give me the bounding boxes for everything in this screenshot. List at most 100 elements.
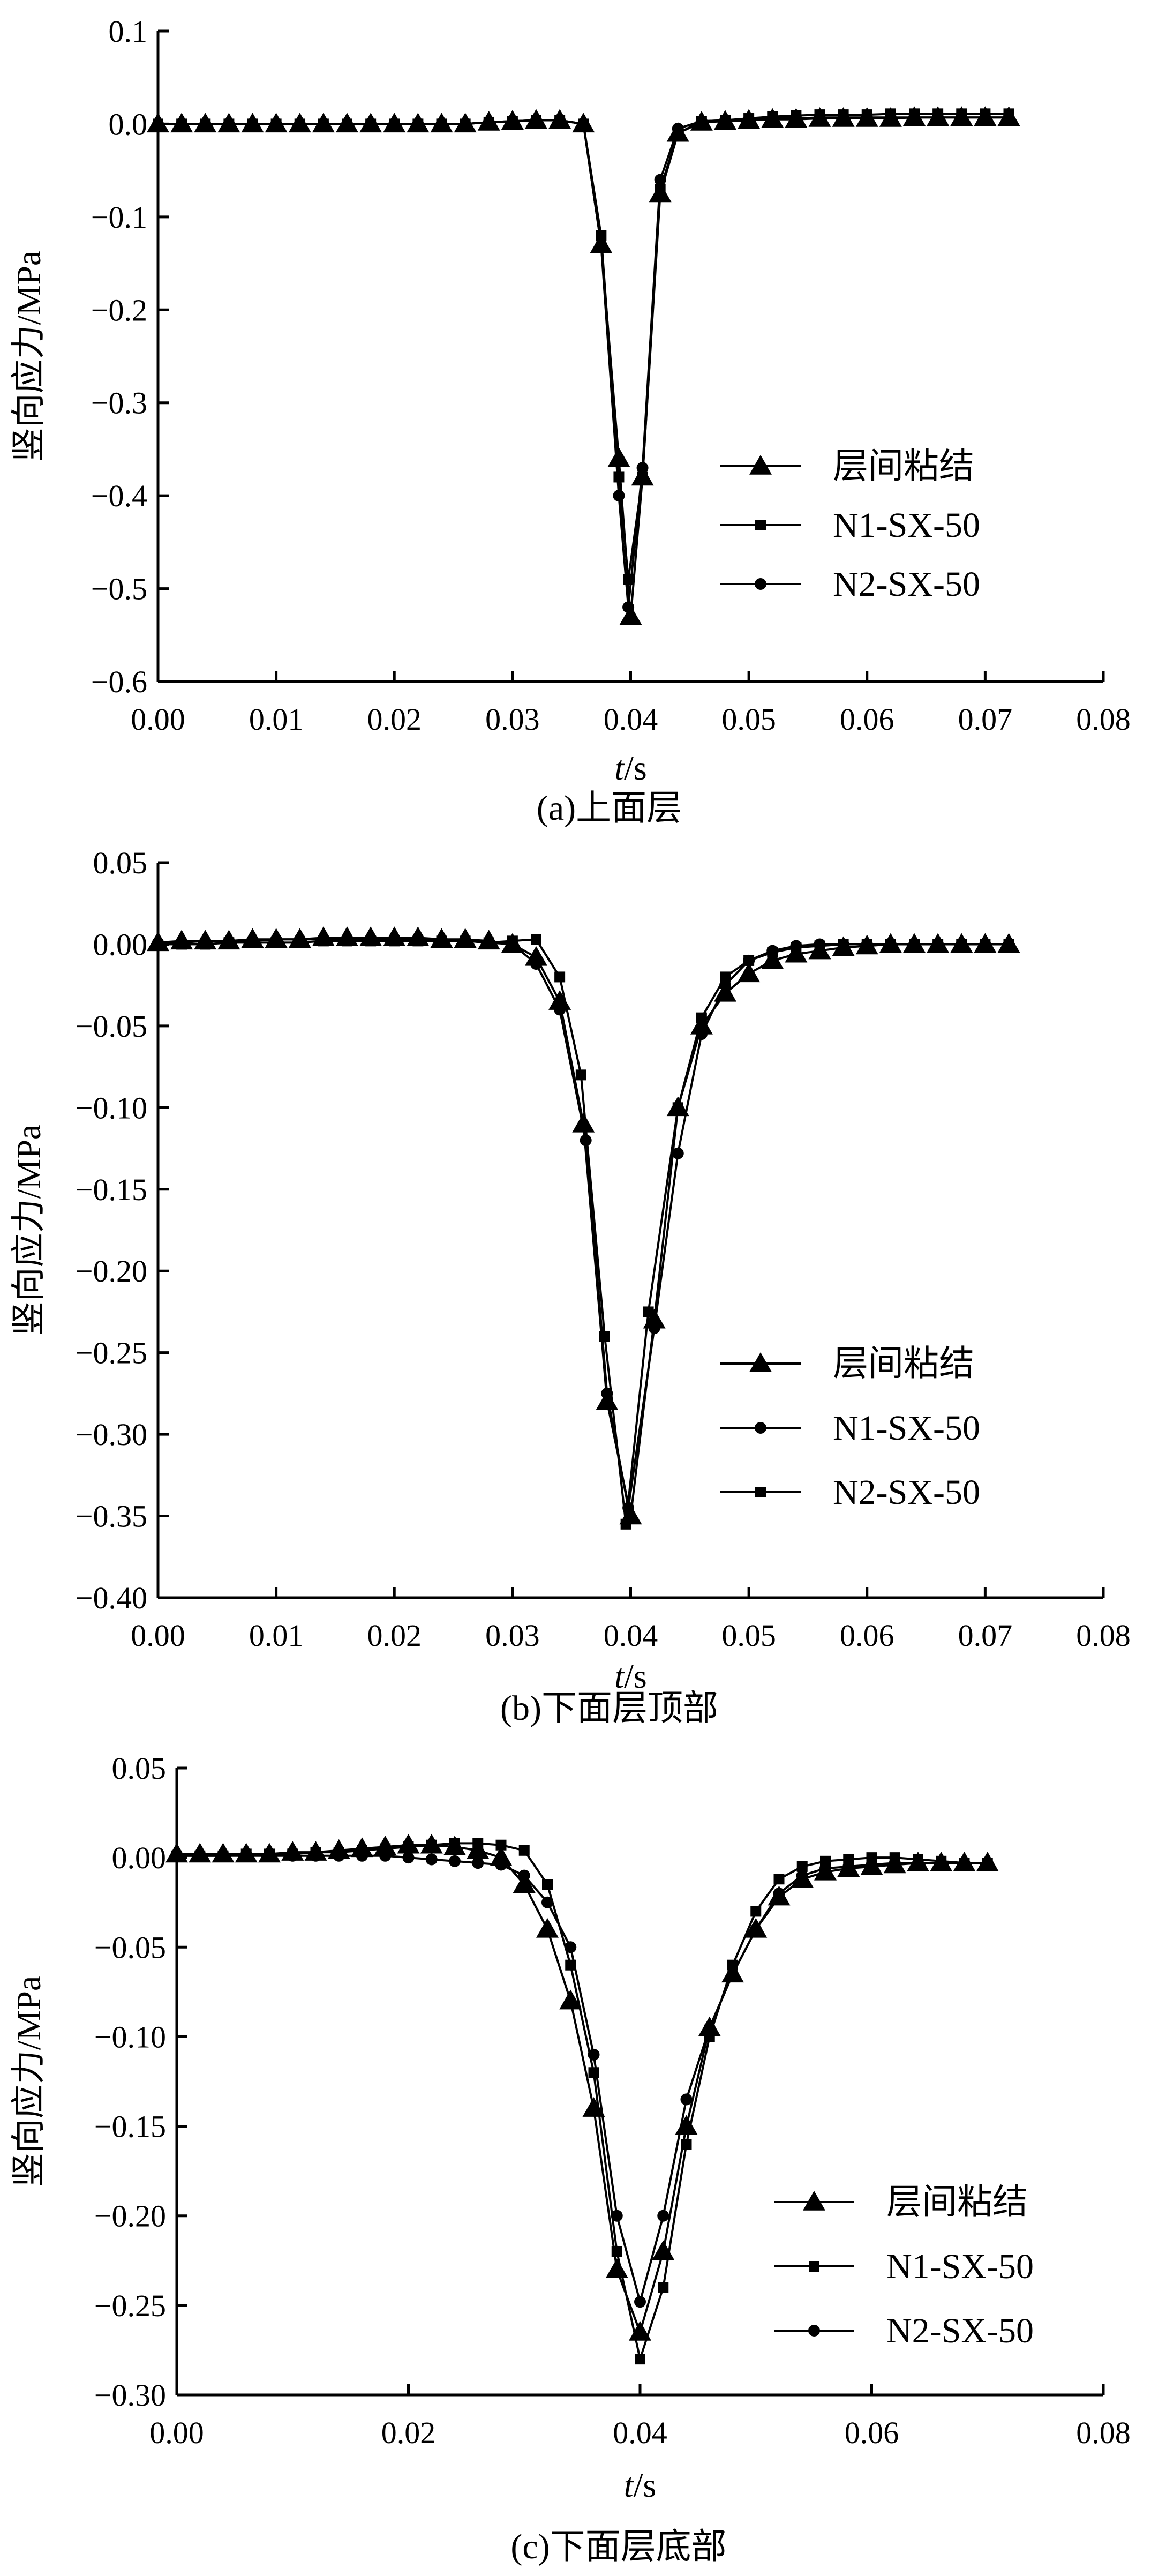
y-tick-label: −0.05	[94, 1930, 166, 1965]
legend-label: N1-SX-50	[886, 2247, 1034, 2286]
y-tick-label: −0.2	[91, 293, 147, 327]
data-point	[613, 490, 625, 502]
data-point	[223, 937, 235, 948]
data-point	[588, 2048, 600, 2061]
legend-label: 层间粘结	[833, 1344, 974, 1383]
legend-marker	[749, 1352, 772, 1372]
data-point	[559, 1989, 582, 2010]
x-tick-label: 0.01	[249, 1618, 304, 1653]
data-point	[958, 1857, 971, 1869]
x-axis-title: t/s	[624, 2466, 656, 2504]
data-point	[199, 118, 212, 130]
data-point	[908, 111, 920, 124]
data-point	[791, 942, 802, 953]
data-point	[648, 1322, 660, 1334]
y-tick-label: 0.05	[112, 1751, 167, 1786]
y-tick-label: 0.0	[109, 107, 148, 141]
data-point	[743, 955, 755, 966]
y-tick-label: −0.3	[91, 386, 147, 421]
data-point	[613, 471, 625, 483]
x-tick-label: 0.00	[131, 1618, 185, 1653]
y-axis-title: 竖向应力/MPa	[10, 1976, 48, 2188]
x-tick-label: 0.07	[958, 702, 1013, 737]
data-point	[402, 1852, 415, 1864]
data-point	[980, 939, 991, 950]
data-point	[472, 1838, 484, 1849]
data-point	[675, 2115, 698, 2135]
data-point	[436, 935, 447, 947]
data-point	[672, 123, 684, 135]
legend-label: N2-SX-50	[833, 1473, 980, 1512]
y-axis-title: 竖向应力/MPa	[10, 1125, 48, 1336]
data-point	[495, 1839, 507, 1851]
data-point	[750, 1923, 762, 1935]
data-point	[365, 935, 377, 947]
data-point	[565, 1941, 577, 1953]
data-point	[1003, 939, 1014, 950]
data-point	[889, 1857, 901, 1869]
data-point	[247, 937, 258, 948]
data-point	[435, 118, 448, 130]
x-tick-label: 0.08	[1076, 1618, 1131, 1653]
series-3	[153, 934, 1014, 1530]
legend-marker	[755, 578, 766, 590]
chart-panel-c: 0.050.00−0.05−0.10−0.15−0.20−0.25−0.300.…	[10, 1751, 1131, 2566]
legend-marker	[755, 1487, 766, 1497]
data-point	[152, 118, 164, 130]
legend-label: N2-SX-50	[886, 2311, 1034, 2350]
data-point	[459, 118, 471, 130]
data-point	[200, 939, 211, 950]
data-point	[932, 111, 944, 124]
legend-marker	[755, 520, 766, 530]
legend-marker	[808, 2325, 820, 2337]
data-point	[605, 2258, 628, 2278]
data-point	[750, 1906, 762, 1917]
x-tick-label: 0.06	[840, 702, 894, 737]
data-point	[270, 937, 282, 948]
data-point	[294, 118, 306, 130]
x-tick-label: 0.02	[381, 2415, 436, 2450]
data-point	[460, 935, 471, 947]
y-tick-label: −0.15	[76, 1172, 147, 1207]
data-point	[819, 1862, 831, 1875]
x-tick-label: 0.04	[604, 1618, 658, 1653]
y-axis-title: 竖向应力/MPa	[10, 251, 48, 462]
x-tick-label: 0.00	[149, 2415, 204, 2450]
data-point	[680, 2093, 693, 2106]
series-line	[177, 1842, 988, 2361]
data-point	[622, 601, 635, 613]
data-point	[580, 1134, 592, 1147]
data-point	[796, 1861, 808, 1872]
data-point	[643, 1308, 666, 1329]
data-point	[554, 114, 566, 126]
legend-marker	[809, 2261, 819, 2272]
data-point	[542, 1879, 553, 1890]
data-point	[467, 1839, 490, 1859]
data-point	[472, 1857, 484, 1869]
data-point	[619, 605, 642, 625]
data-point	[246, 118, 259, 130]
data-point	[773, 1874, 785, 1885]
data-point	[766, 113, 779, 125]
data-point	[861, 111, 873, 124]
data-point	[727, 1968, 739, 1980]
data-point	[743, 113, 755, 125]
legend-label: N1-SX-50	[833, 506, 980, 545]
panel-caption: (a)上面层	[537, 789, 682, 828]
data-point	[599, 1331, 610, 1342]
data-point	[153, 939, 163, 950]
data-point	[837, 111, 849, 124]
data-point	[554, 971, 566, 983]
data-point	[287, 1849, 299, 1862]
panel-caption: (b)下面层顶部	[500, 1689, 718, 1728]
x-tick-label: 0.00	[131, 702, 185, 737]
x-axis-title: t/s	[614, 1657, 646, 1695]
data-point	[956, 111, 968, 124]
y-tick-label: −0.20	[76, 1254, 147, 1289]
data-point	[620, 1518, 631, 1530]
data-point	[703, 2021, 716, 2034]
legend-label: 层间粘结	[886, 2183, 1028, 2222]
data-point	[541, 1896, 553, 1908]
data-point	[531, 934, 541, 945]
